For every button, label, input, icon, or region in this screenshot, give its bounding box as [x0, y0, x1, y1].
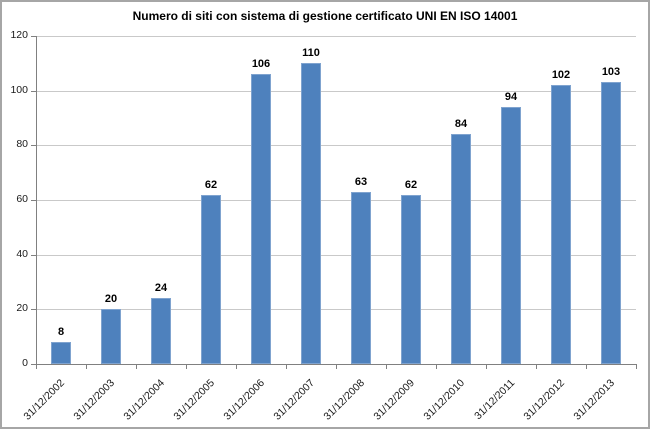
bar-value-label: 62 [204, 179, 218, 191]
y-gridline [36, 145, 636, 146]
x-axis-tick-label-text: 31/12/2003 [71, 377, 118, 423]
y-axis-tick-label: 120 [10, 29, 28, 41]
y-axis-tick [31, 200, 36, 201]
bar [201, 195, 221, 364]
bar-value-label: 62 [404, 179, 418, 191]
bar-value-label: 24 [154, 282, 168, 294]
y-axis-tick [31, 36, 36, 37]
bar-value-label: 102 [551, 69, 571, 81]
x-axis-tick-label-text: 31/12/2006 [221, 377, 268, 423]
x-axis-tick-label-text: 31/12/2009 [371, 377, 418, 423]
bar-value-label: 94 [504, 91, 518, 103]
x-axis-tick-label-text: 31/12/2002 [21, 377, 68, 423]
x-axis-tick [386, 365, 387, 369]
y-axis-tick [31, 309, 36, 310]
bar [601, 82, 621, 364]
y-gridline [36, 91, 636, 92]
bar-value-label: 20 [104, 293, 118, 305]
y-axis-tick [31, 364, 36, 365]
bar [301, 63, 321, 364]
bar [151, 298, 171, 364]
x-axis-tick-label-text: 31/12/2011 [472, 377, 518, 423]
x-axis-tick [36, 365, 37, 369]
x-axis-tick [586, 365, 587, 369]
bar-value-label: 106 [251, 58, 271, 70]
x-axis-tick [486, 365, 487, 369]
y-gridline [36, 255, 636, 256]
y-gridline [36, 36, 636, 37]
y-axis-tick-label: 20 [16, 302, 28, 314]
y-gridline [36, 309, 636, 310]
bar [51, 342, 71, 364]
y-axis-tick-label: 60 [16, 193, 28, 205]
y-axis-tick [31, 145, 36, 146]
bar [351, 192, 371, 364]
bar [401, 195, 421, 364]
y-axis-tick-label: 100 [10, 84, 28, 96]
bar-value-label: 103 [601, 66, 621, 78]
x-axis-tick-label-text: 31/12/2007 [271, 377, 318, 423]
bar [451, 134, 471, 364]
x-axis-tick [186, 365, 187, 369]
y-axis-tick-label: 40 [16, 248, 28, 260]
x-axis-tick [336, 365, 337, 369]
bar [251, 74, 271, 364]
x-axis-tick [536, 365, 537, 369]
bar-value-label: 63 [354, 176, 368, 188]
x-axis-tick [136, 365, 137, 369]
bar [551, 85, 571, 364]
y-axis-line [36, 36, 37, 365]
x-axis-tick [286, 365, 287, 369]
bar [101, 309, 121, 364]
x-axis-tick-label-text: 31/12/2012 [521, 377, 568, 423]
x-axis-tick-label-text: 31/12/2008 [321, 377, 368, 423]
y-axis-tick [31, 91, 36, 92]
x-axis-tick [86, 365, 87, 369]
bar-value-label: 8 [57, 326, 65, 338]
y-gridline [36, 200, 636, 201]
bar [501, 107, 521, 364]
x-axis-tick-label-text: 31/12/2010 [421, 377, 468, 423]
y-axis-tick-label: 80 [16, 138, 28, 150]
y-axis-tick [31, 255, 36, 256]
x-axis-tick [236, 365, 237, 369]
y-axis-tick-label: 0 [22, 357, 28, 369]
bar-value-label: 84 [454, 118, 468, 130]
x-axis-tick-label-text: 31/12/2004 [121, 377, 168, 423]
x-axis-tick [636, 365, 637, 369]
x-axis-tick-label-text: 31/12/2013 [571, 377, 618, 423]
chart-title: Numero di siti con sistema di gestione c… [132, 9, 518, 23]
bar-value-label: 110 [302, 47, 320, 59]
x-axis-tick [436, 365, 437, 369]
x-axis-line [36, 364, 637, 365]
x-axis-tick-label-text: 31/12/2005 [171, 377, 218, 423]
